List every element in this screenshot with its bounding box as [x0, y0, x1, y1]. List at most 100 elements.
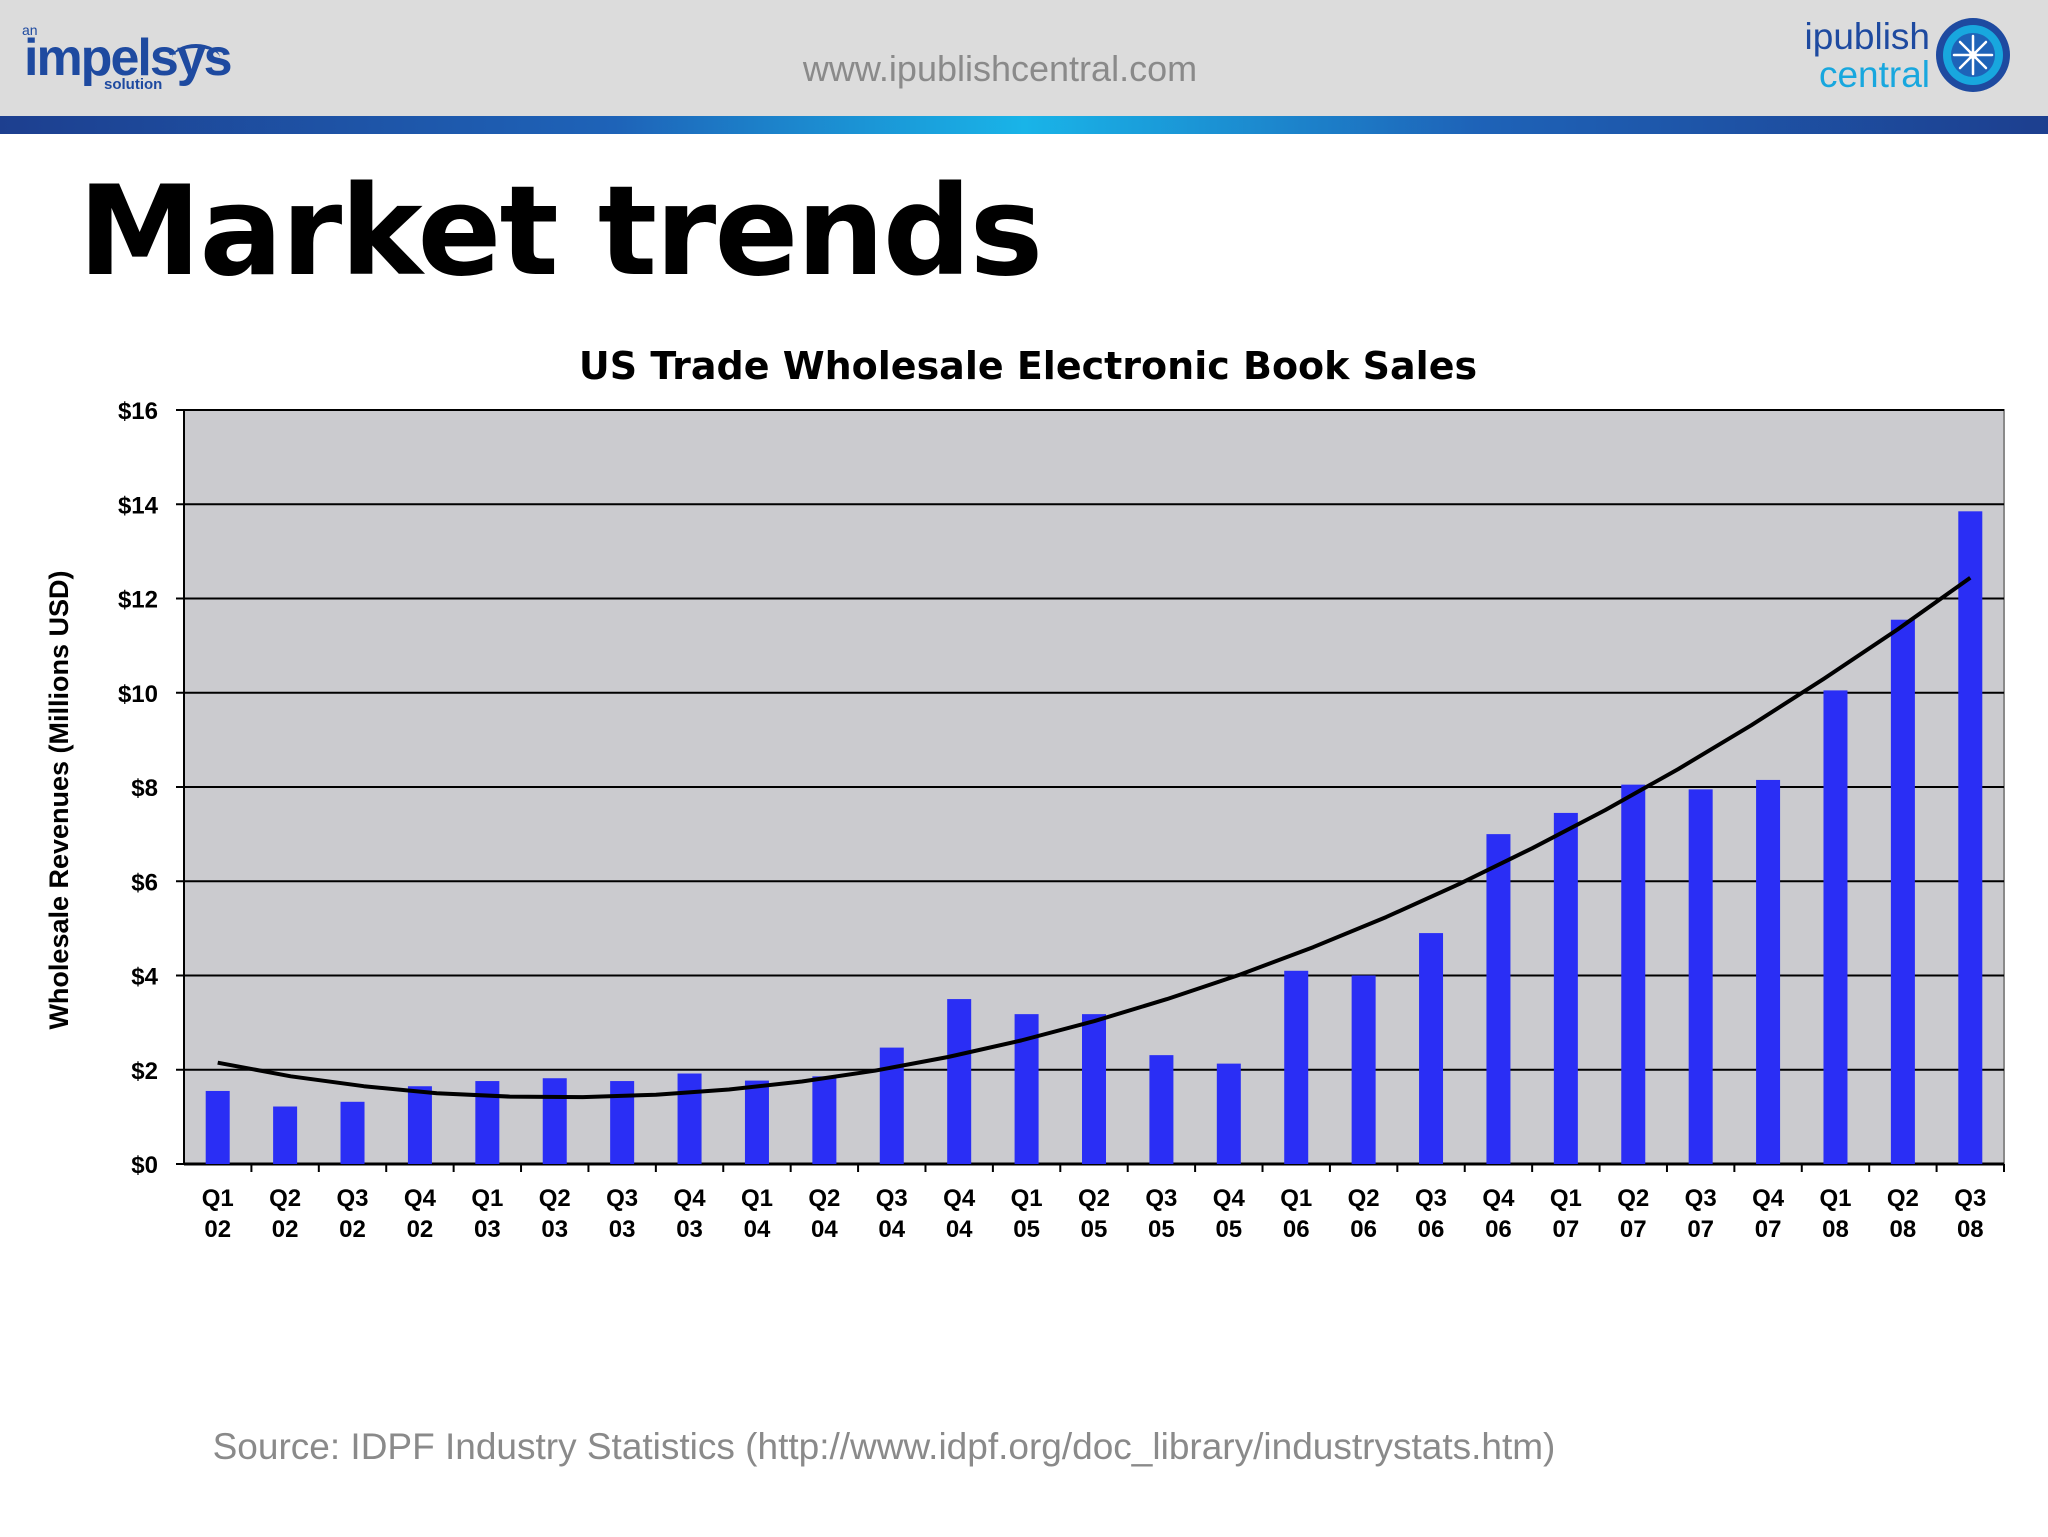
- bar: [1553, 812, 1578, 1164]
- x-tick-label-quarter: Q2: [1348, 1185, 1380, 1212]
- bar: [744, 1080, 769, 1164]
- x-tick-label-year: 05: [1148, 1216, 1175, 1243]
- x-tick-label-year: 04: [744, 1216, 771, 1243]
- x-tick-label-year: 07: [1755, 1216, 1782, 1243]
- bar: [812, 1076, 837, 1164]
- x-tick-label-quarter: Q3: [337, 1185, 369, 1212]
- x-tick-label-year: 08: [1822, 1216, 1849, 1243]
- x-tick-label-year: 02: [407, 1216, 434, 1243]
- x-tick-label-quarter: Q4: [1482, 1185, 1515, 1212]
- x-tick-label-year: 06: [1418, 1216, 1445, 1243]
- y-tick-label: $14: [118, 492, 159, 519]
- x-tick-label-year: 05: [1215, 1216, 1242, 1243]
- bar: [542, 1078, 567, 1164]
- bar: [1958, 511, 1983, 1165]
- x-tick-label-quarter: Q3: [1954, 1185, 1986, 1212]
- x-tick-label-quarter: Q2: [1617, 1185, 1649, 1212]
- bar: [1890, 619, 1915, 1164]
- logo-subtitle: solution: [104, 76, 163, 93]
- x-tick-label-quarter: Q4: [943, 1185, 976, 1212]
- y-tick-label: $12: [118, 587, 158, 614]
- y-tick-label: $0: [131, 1152, 158, 1179]
- x-tick-label-year: 06: [1283, 1216, 1310, 1243]
- x-tick-label-year: 04: [811, 1216, 838, 1243]
- bar: [677, 1073, 702, 1164]
- bar: [1284, 970, 1309, 1164]
- bar: [947, 999, 972, 1164]
- bar: [1486, 834, 1511, 1164]
- starburst-icon: [1936, 18, 2010, 92]
- header-accent-bar: [0, 116, 2048, 134]
- x-tick-label-year: 08: [1890, 1216, 1917, 1243]
- y-tick-label: $16: [118, 398, 158, 425]
- bar: [1621, 784, 1646, 1164]
- x-tick-label-quarter: Q3: [1145, 1185, 1177, 1212]
- x-tick-label-year: 07: [1620, 1216, 1647, 1243]
- x-tick-label-year: 08: [1957, 1216, 1984, 1243]
- bar: [1149, 1055, 1174, 1164]
- bar: [340, 1101, 365, 1164]
- logo-swoosh-icon: [172, 44, 220, 72]
- x-tick-label-quarter: Q3: [606, 1185, 638, 1212]
- y-tick-label: $6: [131, 869, 158, 896]
- x-tick-label-year: 05: [1081, 1216, 1108, 1243]
- bar: [407, 1086, 432, 1164]
- x-tick-label-quarter: Q1: [1819, 1185, 1851, 1212]
- x-tick-label-quarter: Q1: [202, 1185, 234, 1212]
- x-tick-label-year: 07: [1687, 1216, 1714, 1243]
- x-tick-label-quarter: Q2: [1078, 1185, 1110, 1212]
- x-tick-label-quarter: Q4: [404, 1185, 437, 1212]
- x-tick-label-quarter: Q2: [269, 1185, 301, 1212]
- x-tick-label-quarter: Q1: [471, 1185, 503, 1212]
- chart-title-text: US Trade Wholesale Electronic Book Sales: [578, 344, 1478, 388]
- y-tick-label: $4: [131, 964, 158, 991]
- x-tick-label-year: 03: [474, 1216, 501, 1243]
- x-tick-label-quarter: Q1: [741, 1185, 773, 1212]
- impelsys-logo[interactable]: an impelsys solution: [22, 22, 242, 97]
- bar: [1216, 1063, 1241, 1164]
- x-tick-label-year: 06: [1485, 1216, 1512, 1243]
- trendline: [217, 576, 1972, 1100]
- x-tick-label-year: 06: [1350, 1216, 1377, 1243]
- bar: [1419, 933, 1444, 1164]
- x-tick-label-quarter: Q1: [1280, 1185, 1312, 1212]
- bar: [1756, 779, 1781, 1164]
- x-tick-label-quarter: Q1: [1550, 1185, 1582, 1212]
- header: an impelsys solution www.ipublishcentral…: [0, 0, 2048, 116]
- x-tick-label-year: 03: [676, 1216, 703, 1243]
- bar: [273, 1106, 298, 1164]
- bar: [1351, 975, 1376, 1164]
- x-tick-label-quarter: Q3: [1415, 1185, 1447, 1212]
- y-tick-label: $2: [131, 1058, 158, 1085]
- x-tick-label-quarter: Q4: [1213, 1185, 1246, 1212]
- x-tick-label-quarter: Q2: [539, 1185, 571, 1212]
- x-tick-label-quarter: Q4: [1752, 1185, 1785, 1212]
- bar: [1823, 690, 1848, 1164]
- bar: [1688, 789, 1713, 1164]
- x-tick-label-quarter: Q2: [808, 1185, 840, 1212]
- site-url: www.ipublishcentral.com: [802, 48, 1198, 89]
- x-tick-label-year: 02: [339, 1216, 366, 1243]
- bar: [1014, 1014, 1039, 1164]
- x-tick-label-quarter: Q1: [1011, 1185, 1043, 1212]
- bar: [205, 1090, 230, 1164]
- bar-chart: $0 $2 $4 $6 $8 $10 $12 $14 $16 Q1 02 Q2 02 Q3 02 Q4 02 Q1…: [118, 398, 2005, 1243]
- logo-prefix: an: [22, 22, 38, 38]
- x-tick-label-year: 03: [609, 1216, 636, 1243]
- logo-line-1: ipublish: [1804, 16, 1930, 57]
- x-tick-label-year: 03: [541, 1216, 568, 1243]
- bar: [1082, 1014, 1106, 1164]
- x-tick-label-quarter: Q3: [1685, 1185, 1717, 1212]
- chart-title: US Trade Wholesale Electronic Book Sales: [0, 344, 2048, 388]
- x-tick-label-quarter: Q2: [1887, 1185, 1919, 1212]
- ipublishcentral-logo[interactable]: ipublish central: [1790, 14, 2020, 104]
- x-tick-label-quarter: Q4: [674, 1185, 707, 1212]
- x-tick-label-quarter: Q3: [876, 1185, 908, 1212]
- x-tick-label-year: 02: [204, 1216, 231, 1243]
- x-tick-label-year: 04: [946, 1216, 973, 1243]
- x-tick-label-year: 02: [272, 1216, 299, 1243]
- logo-line-2: central: [1818, 54, 1930, 95]
- page-title: Market trends: [78, 160, 1043, 304]
- x-tick-label-year: 07: [1553, 1216, 1580, 1243]
- x-tick-label-year: 05: [1013, 1216, 1040, 1243]
